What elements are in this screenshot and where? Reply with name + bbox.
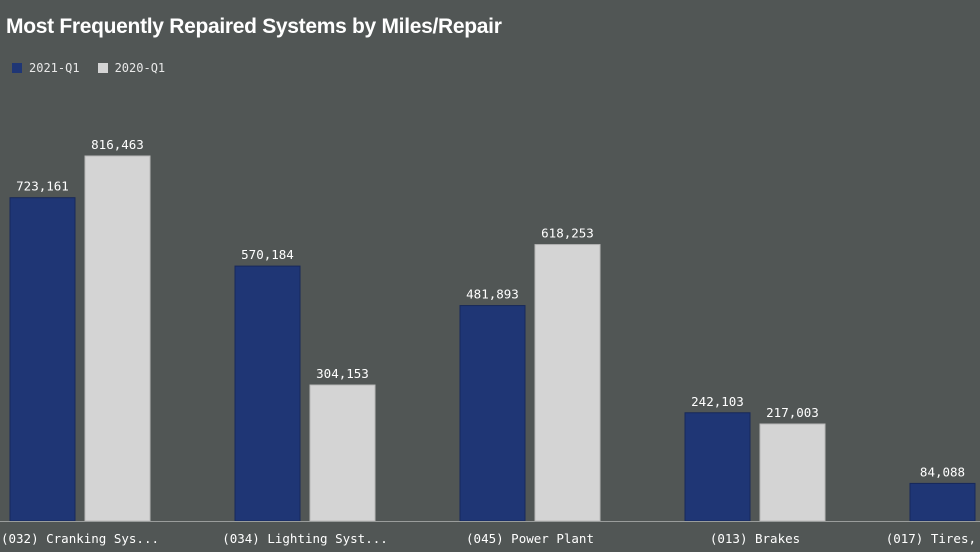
bar-2020-q1-2[interactable]	[534, 244, 601, 522]
legend-item-2020-q1[interactable]: 2020-Q1	[97, 61, 166, 75]
value-label-2021-q1-1: 570,184	[241, 247, 294, 262]
legend-swatch-2020-q1	[97, 63, 108, 73]
bar-2020-q1-1[interactable]	[309, 384, 376, 522]
value-label-2021-q1-3: 242,103	[691, 394, 744, 409]
category-label-3: (013) Brakes	[710, 531, 800, 546]
bar-2021-q1-0[interactable]	[9, 197, 76, 522]
bar-2021-q1-2[interactable]	[459, 305, 526, 522]
value-label-2020-q1-3: 217,003	[766, 405, 819, 420]
legend-label-2021-q1: 2021-Q1	[29, 61, 80, 75]
value-label-2020-q1-2: 618,253	[541, 226, 594, 241]
legend-item-2021-q1[interactable]: 2021-Q1	[12, 61, 80, 75]
bar-2021-q1-1[interactable]	[234, 265, 301, 522]
value-label-2021-q1-4: 84,088	[920, 464, 965, 479]
value-label-2021-q1-2: 481,893	[466, 287, 519, 302]
category-label-1: (034) Lighting Syst...	[222, 531, 388, 546]
category-label-2: (045) Power Plant	[466, 531, 594, 546]
legend-label-2020-q1: 2020-Q1	[114, 61, 166, 75]
value-label-2020-q1-1: 304,153	[316, 366, 369, 381]
value-label-2020-q1-0: 816,463	[91, 137, 144, 152]
value-label-2021-q1-0: 723,161	[16, 179, 69, 194]
bar-2020-q1-3[interactable]	[759, 423, 826, 522]
chart-legend: 2021-Q1 2020-Q1	[12, 61, 165, 75]
category-label-0: (032) Cranking Sys...	[1, 531, 159, 546]
bar-2021-q1-4[interactable]	[909, 482, 976, 522]
bar-2020-q1-0[interactable]	[84, 155, 151, 522]
bar-2021-q1-3[interactable]	[684, 412, 751, 522]
legend-swatch-2021-q1	[12, 63, 22, 73]
category-label-4: (017) Tires,	[886, 531, 976, 546]
chart-title: Most Frequently Repaired Systems by Mile…	[6, 15, 502, 38]
